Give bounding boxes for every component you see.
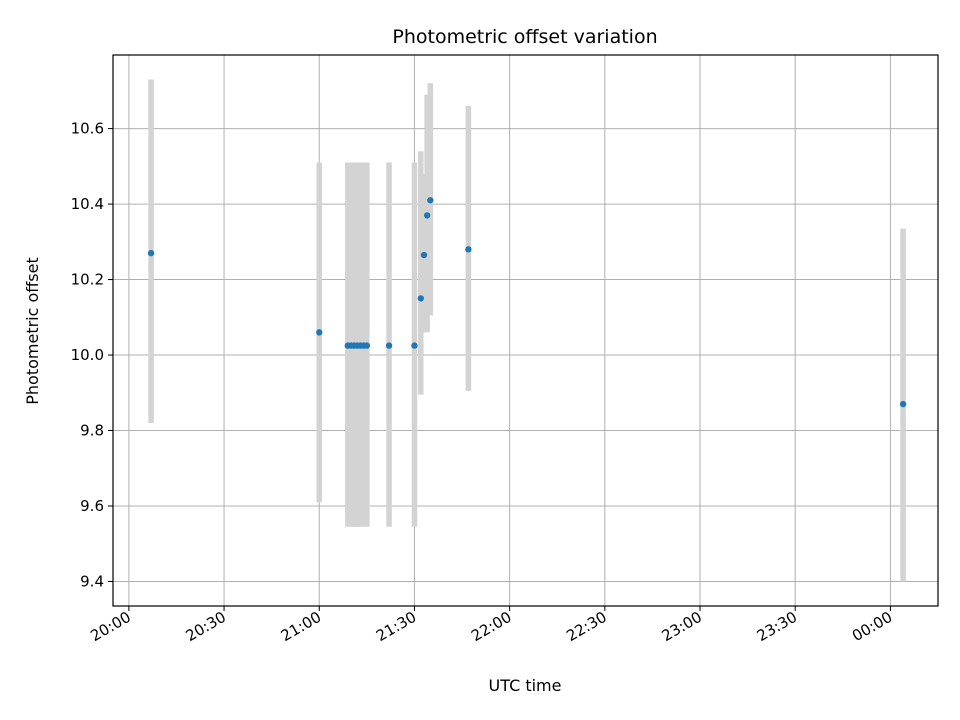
y-tick-label: 9.8 bbox=[80, 422, 104, 440]
data-point bbox=[420, 251, 428, 259]
data-point bbox=[147, 249, 155, 257]
y-axis-title: Photometric offset bbox=[23, 257, 42, 405]
data-point bbox=[427, 197, 434, 204]
y-tick-label: 10.2 bbox=[71, 271, 104, 289]
x-tick-label: 21:30 bbox=[373, 608, 419, 645]
data-point bbox=[385, 342, 393, 349]
data-point bbox=[411, 342, 418, 349]
data-point bbox=[423, 212, 431, 219]
y-tick-label: 10.6 bbox=[71, 120, 104, 138]
data-point bbox=[316, 329, 323, 336]
x-tick-label: 21:00 bbox=[278, 608, 324, 645]
data-point bbox=[465, 246, 472, 253]
x-tick-label: 23:00 bbox=[659, 608, 705, 645]
x-axis-title: UTC time bbox=[489, 676, 562, 695]
data-point bbox=[363, 342, 371, 349]
x-tick-label: 23:30 bbox=[754, 608, 800, 645]
x-tick-label: 20:00 bbox=[87, 608, 133, 645]
x-tick-label: 20:30 bbox=[183, 608, 229, 645]
y-tick-label: 10.0 bbox=[71, 346, 104, 364]
x-tick-label: 00:00 bbox=[849, 608, 895, 645]
data-point bbox=[899, 400, 907, 408]
data-point bbox=[417, 295, 424, 302]
x-tick-label: 22:30 bbox=[563, 608, 609, 645]
x-tick-label: 22:00 bbox=[468, 608, 514, 645]
y-tick-label: 9.4 bbox=[80, 572, 104, 590]
axis-ticks: 20:00 20:30 21:00 21:30 22:00 22:30 23:00 23:30… bbox=[71, 120, 896, 645]
y-tick-label: 9.6 bbox=[80, 497, 104, 515]
chart-title: Photometric offset variation bbox=[392, 26, 657, 48]
plot-frame bbox=[112, 54, 939, 607]
y-tick-label: 10.4 bbox=[71, 195, 104, 213]
grid bbox=[113, 55, 938, 606]
data-points bbox=[147, 197, 907, 408]
